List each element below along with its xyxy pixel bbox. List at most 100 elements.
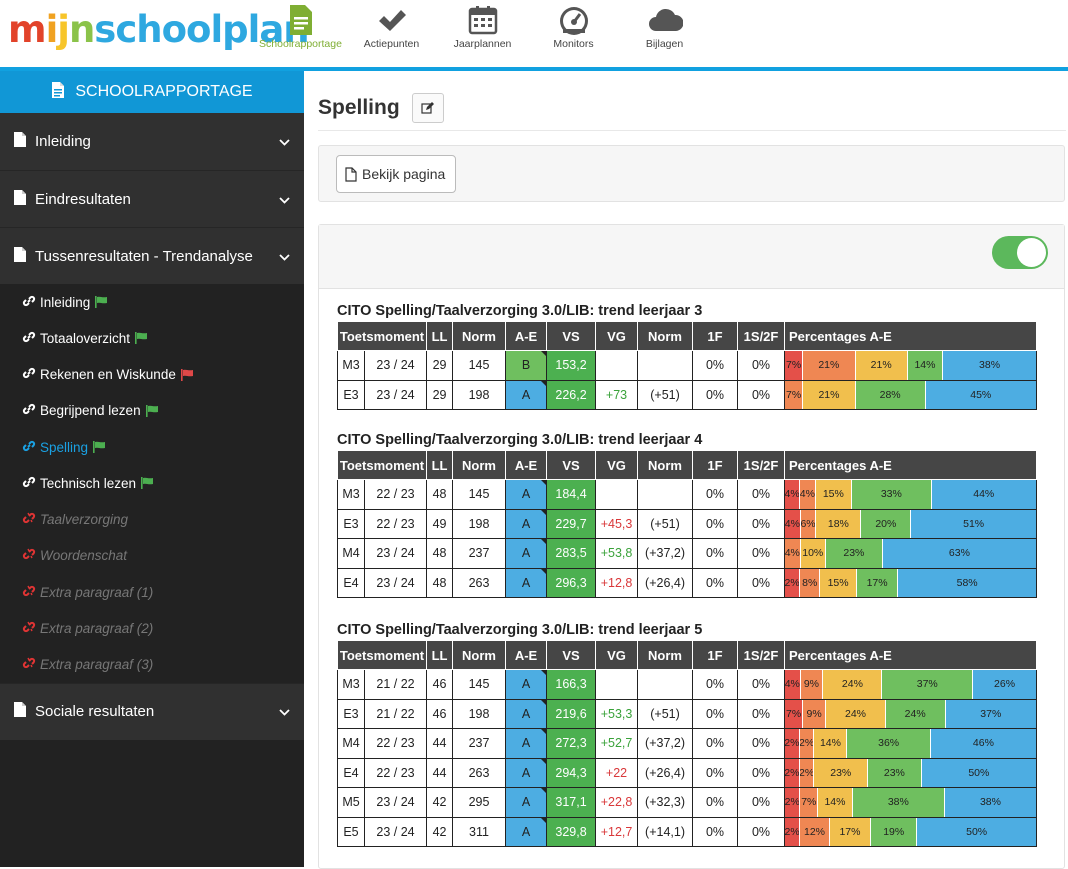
edit-button[interactable] [411,93,444,123]
chevron-down-icon[interactable] [279,191,290,208]
cloud-icon [619,4,710,36]
1f-cell: 0% [692,479,739,510]
sidebar-item-label: Technisch lezen [40,475,137,491]
column-header: 1F [692,321,739,351]
ll-cell: 49 [426,508,454,539]
column-header: A-E [505,450,548,480]
flag-icon [135,332,148,345]
main-nav: Schoolrapportage Actiepunten Jaarplannen Mo… [255,0,710,67]
norm-growth-cell: (+51) [637,508,694,539]
year-cell: 22 / 23 [363,508,428,539]
chevron-down-icon[interactable] [279,248,290,265]
document-icon [13,131,27,152]
vg-cell: +53,8 [595,538,639,569]
link-icon [22,367,36,382]
sidebar-item-inleiding[interactable]: Inleiding [0,284,304,320]
sidebar-item-extra-paragraaf-2-[interactable]: Extra paragraaf (2) [0,610,304,646]
view-page-button[interactable]: Bekijk pagina [336,155,457,193]
percentage-segment: 14% [814,729,848,758]
sidebar-item-begrijpend-lezen[interactable]: Begrijpend lezen [0,393,304,429]
sidebar-section-tussenresultaten-trendanalyse[interactable]: Tussenresultaten - Trendanalyse [0,227,304,284]
ae-cell: B [505,350,548,381]
chevron-down-icon[interactable] [279,703,290,720]
column-header: Percentages A-E [784,640,1038,670]
view-panel: Bekijk pagina [318,145,1065,202]
vs-cell: 229,7 [546,508,597,539]
results-table-block: CITO Spelling/Taalverzorging 3.0/LIB: tr… [336,431,1038,598]
percentage-segment: 24% [823,670,883,699]
norm-growth-cell [637,669,694,700]
year-cell: 23 / 24 [363,787,428,818]
norm-cell: 237 [452,538,507,569]
top-bar: mijnschoolplan SchoolrapportageActiepunt… [0,0,1068,67]
nav-item-monitors[interactable]: Monitors [528,0,619,67]
sidebar-section-inleiding[interactable]: Inleiding [0,113,304,170]
percentage-segment: 7% [785,380,804,409]
sidebar-item-totaaloverzicht[interactable]: Totaaloverzicht [0,320,304,356]
norm-cell: 311 [452,816,507,847]
vg-cell [595,479,639,510]
percentage-bar: 7% 21% 21% 14% 38% [785,351,1037,380]
table-row: E3 21 / 22 46 198 A 219,6 +53,3 (+51) 0% 0% 7% 9% 24… [337,698,1038,729]
sidebar-header[interactable]: SCHOOLRAPPORTAGE [0,71,304,113]
vg-cell [595,350,639,381]
document-icon [51,81,65,104]
visibility-toggle[interactable] [992,236,1048,269]
flag-icon [145,404,159,417]
sidebar-item-extra-paragraaf-3-[interactable]: Extra paragraaf (3) [0,647,304,683]
percentage-segment: 10% [800,539,826,568]
nav-item-schoolrapportage[interactable]: Schoolrapportage [255,0,346,67]
logo[interactable]: mijnschoolplan [8,8,310,51]
sidebar-item-rekenen-en-wiskunde[interactable]: Rekenen en Wiskunde [0,357,304,393]
flag-icon [180,368,194,381]
1f-cell: 0% [692,538,739,569]
vg-cell: +52,7 [595,728,639,759]
ae-cell: A [505,669,548,700]
nav-item-jaarplannen[interactable]: Jaarplannen [437,0,528,67]
flag-icon [141,477,154,490]
logo-letter: l [247,8,261,51]
percentage-bar: 2% 2% 14% 36% 46% [785,729,1036,758]
norm-growth-cell: (+51) [637,698,694,729]
column-header: Norm [452,640,507,670]
document-icon [13,246,27,267]
nav-item-bijlagen[interactable]: Bijlagen [619,0,710,67]
sidebar-item-technisch-lezen[interactable]: Technisch lezen [0,465,304,501]
nav-item-actiepunten[interactable]: Actiepunten [346,0,437,67]
percentage-segment: 21% [803,351,856,380]
moment-cell: M4 [337,728,365,759]
percentage-segment: 37% [945,699,1037,728]
sidebar-item-label: Spelling [40,439,89,455]
column-header: Norm [637,450,694,480]
accent-bar [0,67,1068,71]
sidebar-item-extra-paragraaf-1-[interactable]: Extra paragraaf (1) [0,574,304,610]
1s2f-cell: 0% [737,350,786,381]
column-header: Percentages A-E [784,450,1038,480]
moment-cell: M4 [337,538,365,569]
sidebar-item-taalverzorging[interactable]: Taalverzorging [0,502,304,538]
ae-cell: A [505,479,548,510]
sidebar-item-label: Woordenschat [40,548,128,564]
chevron-down-icon[interactable] [279,133,290,150]
sidebar-section-sociale-resultaten[interactable]: Sociale resultaten [0,682,304,740]
norm-cell: 145 [452,669,507,700]
nav-label: Bijlagen [645,38,684,50]
sidebar-item-woordenschat[interactable]: Woordenschat [0,538,304,574]
year-cell: 23 / 24 [363,379,428,410]
column-header: Toetsmoment [336,450,428,480]
year-cell: 23 / 24 [363,538,428,569]
check-icon [346,4,437,36]
1f-cell: 0% [692,816,739,847]
logo-letter: o [186,8,211,51]
gauge-icon [528,4,619,36]
calendar-icon [437,4,528,36]
sidebar-item-label: Totaaloverzicht [40,330,131,346]
percentage-segment: 4% [800,480,816,509]
logo-letter: m [8,8,47,51]
table-row: M4 23 / 24 48 237 A 283,5 +53,8 (+37,2) 0% 0% 4% 10… [337,538,1038,569]
sidebar-item-spelling[interactable]: Spelling [0,429,304,465]
sidebar-section-eindresultaten[interactable]: Eindresultaten [0,170,304,227]
sidebar-item-label: Extra paragraaf (3) [40,657,154,673]
vg-cell: +53,3 [595,698,639,729]
percentage-segment: 12% [800,817,830,846]
